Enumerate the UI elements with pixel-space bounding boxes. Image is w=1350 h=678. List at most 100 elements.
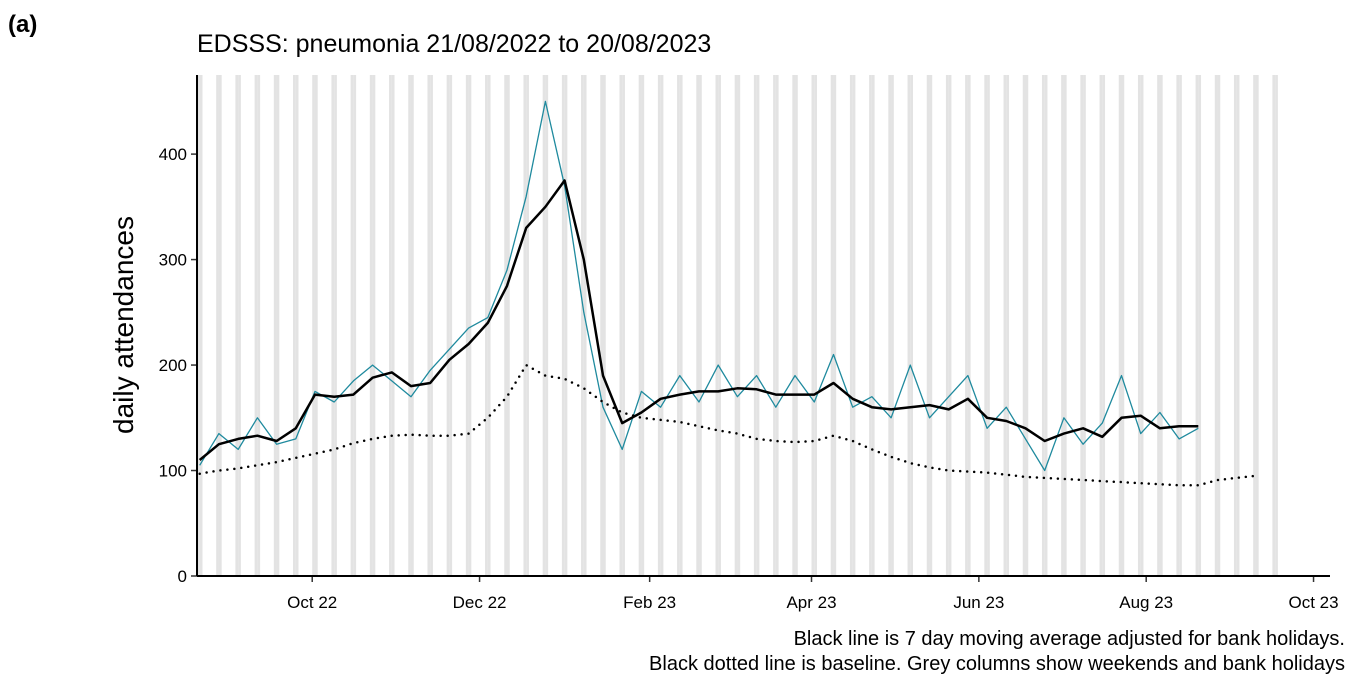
weekend-column — [795, 75, 798, 576]
weekend-column — [1121, 75, 1125, 576]
weekend-column — [814, 75, 817, 576]
weekend-column — [891, 75, 894, 576]
weekend-column — [987, 75, 990, 576]
weekend-column — [1275, 75, 1278, 576]
weekend-column — [1118, 75, 1122, 576]
weekend-column — [561, 75, 565, 576]
weekend-column — [583, 75, 587, 576]
weekend-column — [1025, 75, 1029, 576]
weekend-column — [257, 75, 261, 576]
weekend-column — [641, 75, 645, 576]
weekend-column — [1041, 75, 1045, 576]
weekend-column — [696, 75, 700, 576]
weekend-column — [1236, 75, 1240, 576]
weekend-column — [504, 75, 507, 576]
weekend-column — [293, 75, 296, 576]
weekend-column — [734, 75, 738, 576]
weekend-column — [353, 75, 357, 576]
weekend-column — [657, 75, 661, 576]
series-line — [199, 100, 1199, 472]
weekend-column — [1006, 75, 1010, 576]
weekend-column — [1157, 75, 1160, 576]
annotation: Black dotted line is baseline. Grey colu… — [649, 653, 1345, 675]
y-tick-label: 200 — [159, 356, 187, 375]
weekend-column — [1272, 75, 1276, 576]
weekend-column — [1233, 75, 1237, 576]
weekend-column — [1140, 75, 1144, 576]
y-axis-label: daily attendances — [108, 216, 139, 434]
series-line — [198, 363, 1258, 487]
weekend-column — [331, 75, 335, 576]
weekend-column — [314, 75, 318, 576]
panel-label: (a) — [8, 11, 37, 38]
weekend-column — [1214, 75, 1218, 576]
weekend-column — [468, 75, 472, 576]
weekend-column — [945, 75, 949, 576]
weekend-column — [526, 75, 529, 576]
weekend-column — [1137, 75, 1141, 576]
weekend-column — [718, 75, 721, 576]
chart-title: EDSSS: pneumonia 21/08/2022 to 20/08/202… — [197, 30, 711, 58]
weekend-column — [276, 75, 280, 576]
weekend-column — [679, 75, 683, 576]
weekend-column — [1179, 75, 1182, 576]
weekend-column — [389, 75, 392, 576]
weekend-column — [910, 75, 914, 576]
weekend-column — [753, 75, 757, 576]
weekend-column — [869, 75, 872, 576]
weekend-column — [542, 75, 546, 576]
weekend-column — [1080, 75, 1084, 576]
weekend-column — [238, 75, 241, 576]
weekend-column — [737, 75, 741, 576]
weekend-column — [660, 75, 664, 576]
x-tick-label: Oct 22 — [287, 593, 337, 612]
weekend-column — [888, 75, 892, 576]
y-tick-label: 0 — [178, 567, 187, 586]
weekend-column — [545, 75, 549, 576]
weekend-column — [775, 75, 779, 576]
weekend-column — [581, 75, 584, 576]
weekend-column — [312, 75, 315, 576]
weekend-column — [677, 75, 680, 576]
weekend-column — [487, 75, 491, 576]
weekend-column — [523, 75, 527, 576]
weekend-column — [369, 75, 373, 576]
weekend-column — [1063, 75, 1067, 576]
weekend-column — [199, 75, 203, 576]
weekend-column — [756, 75, 760, 576]
weekend-column — [1198, 75, 1202, 576]
weekend-column — [430, 75, 433, 576]
weekend-column — [1217, 75, 1221, 576]
weekend-column — [852, 75, 856, 576]
annotation: Black line is 7 day moving average adjus… — [794, 628, 1345, 650]
weekend-column — [622, 75, 625, 576]
weekend-column — [965, 75, 968, 576]
weekend-column — [830, 75, 834, 576]
weekend-column — [699, 75, 702, 576]
weekend-column — [833, 75, 837, 576]
weekend-column — [1159, 75, 1163, 576]
x-tick-label: Jun 23 — [953, 593, 1004, 612]
weekend-column — [926, 75, 930, 576]
weekend-column — [792, 75, 796, 576]
x-tick-label: Feb 23 — [623, 593, 676, 612]
weekend-column — [334, 75, 337, 576]
weekend-column — [967, 75, 971, 576]
weekend-column — [871, 75, 875, 576]
weekend-column — [773, 75, 776, 576]
weekend-column — [408, 75, 411, 576]
weekend-column — [948, 75, 952, 576]
weekend-column — [1176, 75, 1180, 576]
x-tick-label: Oct 23 — [1288, 593, 1338, 612]
weekend-column — [984, 75, 988, 576]
weekend-column — [715, 75, 719, 576]
weekend-column — [603, 75, 606, 576]
weekend-column — [564, 75, 568, 576]
weekend-column — [427, 75, 431, 576]
weekend-column — [446, 75, 450, 576]
weekend-column — [1003, 75, 1007, 576]
x-tick-label: Aug 23 — [1119, 593, 1173, 612]
weekend-column — [1061, 75, 1064, 576]
weekend-column — [929, 75, 933, 576]
